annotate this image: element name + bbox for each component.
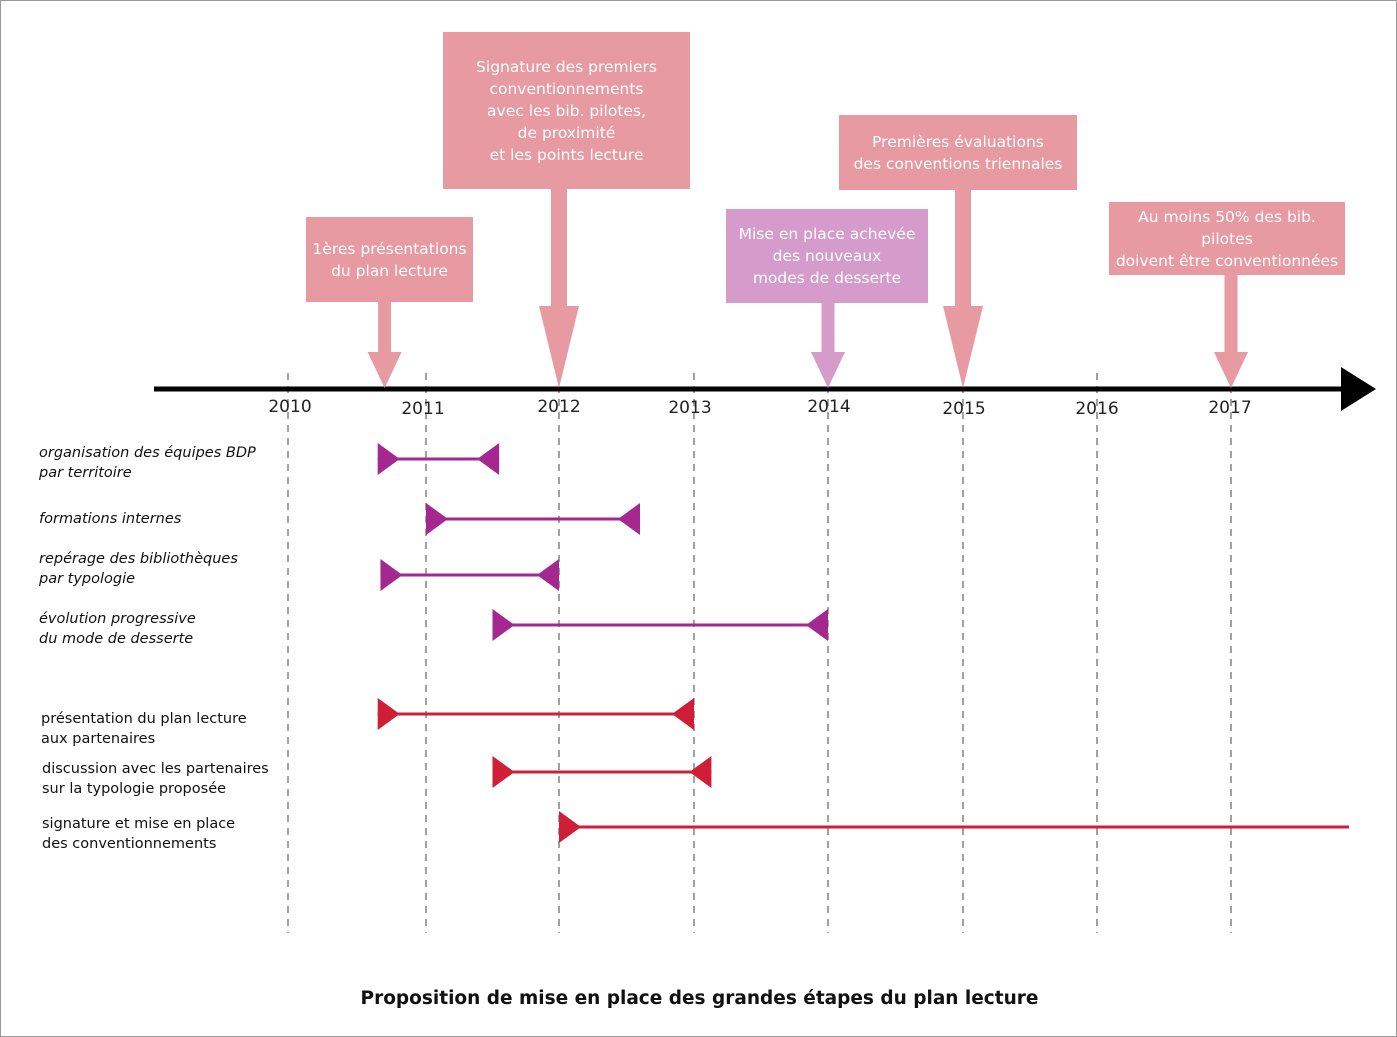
task-end-marker [689,756,712,788]
task-label: organisation des équipes BDP par territo… [39,445,256,481]
task-end-marker [618,503,640,535]
task-start-marker [559,811,581,843]
task-label: repérage des bibliothèques par typologie [39,551,238,587]
task-end-marker [477,443,500,475]
task-label: formations internes [39,511,182,527]
milestone-arrowhead [1214,352,1248,388]
task-start-marker [377,443,400,475]
milestone-box: Premières évaluations des conventions tr… [839,115,1077,190]
task-start-marker [380,559,403,591]
milestone-arrow-shaft [1224,275,1238,352]
task-label: signature et mise en place des conventio… [42,816,236,852]
milestone-box: Mise en place achevée des nouveaux modes… [726,209,928,303]
milestone-arrowhead [367,352,402,388]
year-label: 2014 [807,397,851,417]
task-end-marker [537,559,559,591]
task-label: discussion avec les partenaires sur la t… [42,761,269,797]
milestone-arrow-shaft [821,303,835,352]
milestone-arrowhead [811,352,845,388]
task-start-marker [492,756,515,788]
year-label: 2012 [537,397,581,417]
milestone-box: 1ères présentations du plan lecture [306,217,473,302]
time-axis-arrowhead [1341,367,1376,411]
year-label: 2015 [942,399,986,419]
task-end-marker [806,609,828,641]
task-end-marker [672,698,694,730]
year-label: 2010 [268,397,312,417]
task-start-marker [492,609,515,641]
milestone-box: Au moins 50% des bib. pilotes doivent êt… [1109,202,1345,275]
milestone-arrowhead [943,306,983,388]
milestone-arrow-shaft [955,190,971,306]
task-label: présentation du plan lecture aux partena… [41,711,247,747]
year-label: 2011 [401,399,445,419]
year-label: 2016 [1075,399,1119,419]
task-label: évolution progressive du mode de dessert… [39,611,196,647]
milestone-arrowhead [539,306,579,388]
year-label: 2013 [668,398,712,418]
task-start-marker [377,698,400,730]
milestone-arrow-shaft [378,302,392,352]
milestone-box: Signature des premiers conventionnements… [443,32,690,189]
figure-caption: Proposition de mise en place des grandes… [360,988,1039,1009]
task-start-marker [426,503,448,535]
year-label: 2017 [1208,398,1252,418]
milestone-arrow-shaft [551,189,567,306]
